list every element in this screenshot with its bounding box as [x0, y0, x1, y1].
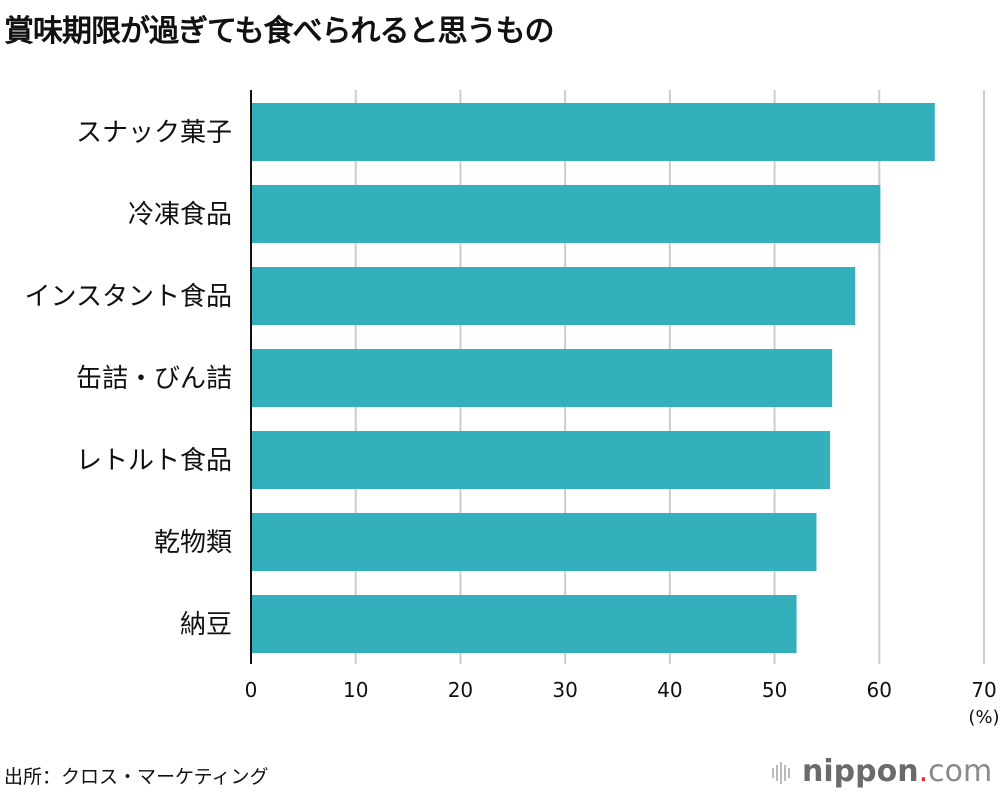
bar — [251, 595, 797, 653]
x-unit-label: (%) — [968, 707, 999, 728]
category-label: 缶詰・びん詰 — [76, 364, 232, 394]
category-label: 乾物類 — [154, 528, 232, 558]
bar — [251, 103, 935, 161]
category-label: インスタント食品 — [25, 282, 232, 312]
bar — [251, 185, 881, 243]
x-tick-label: 20 — [448, 678, 473, 702]
x-tick-label: 60 — [867, 678, 892, 702]
logo-mark-icon — [772, 761, 790, 784]
bar — [251, 431, 831, 489]
x-tick-label: 10 — [343, 678, 368, 702]
x-tick-label: 30 — [552, 678, 577, 702]
nippon-logo: nippon.com — [772, 754, 992, 789]
source-note: 出所：クロス・マーケティング — [4, 766, 269, 788]
bar — [251, 349, 833, 407]
x-tick-label: 50 — [762, 678, 787, 702]
chart-title: 賞味期限が過ぎても食べられると思うもの — [4, 14, 554, 49]
category-label: 冷凍食品 — [128, 200, 232, 230]
category-label: 納豆 — [180, 610, 232, 640]
bar-chart: 0 10 20 30 40 50 60 70 (%) スナック菓子冷凍食品インスタント食品缶詰・び… — [25, 90, 1000, 728]
x-tick-label: 0 — [245, 678, 258, 702]
x-tick-label: 40 — [657, 678, 682, 702]
category-label: スナック菓子 — [76, 118, 232, 148]
bar — [251, 267, 856, 325]
category-label: レトルト食品 — [76, 446, 232, 476]
bar — [251, 513, 817, 571]
x-tick-label: 70 — [971, 678, 996, 702]
